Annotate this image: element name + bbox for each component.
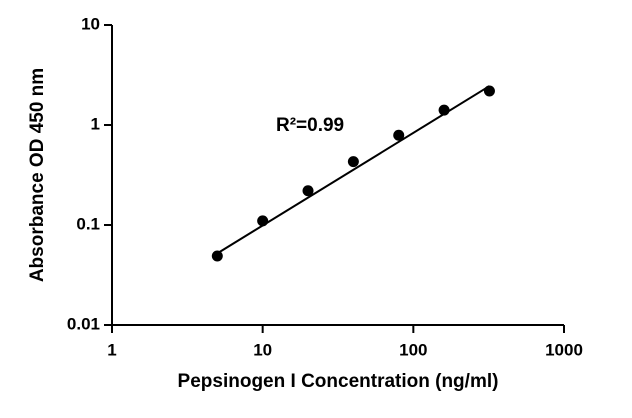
data-point [302,185,314,197]
data-point [393,129,405,141]
annotation: R²=0.99 [276,115,344,136]
x-axis-title: Pepsinogen I Concentration (ng/ml) [178,371,499,392]
x-tick-label: 10 [253,340,272,359]
y-tick-label: 10 [81,14,100,33]
y-tick-label: 0.01 [67,314,100,333]
fit-line [216,85,490,255]
x-tick-label: 1000 [545,340,583,359]
x-tick-label: 1 [107,340,116,359]
data-point [211,250,223,262]
y-tick-label: 0.1 [76,214,100,233]
y-axis-title: Absorbance OD 450 nm [27,68,48,282]
data-point [347,156,359,168]
y-tick-label: 1 [91,114,100,133]
x-tick-label: 100 [399,340,427,359]
